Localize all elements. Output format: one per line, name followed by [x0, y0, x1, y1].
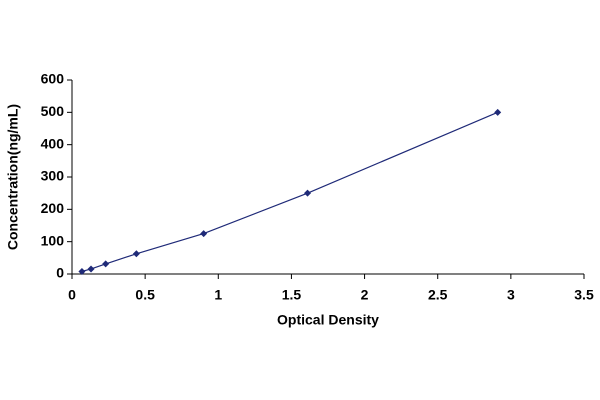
y-tick-label: 500: [41, 103, 65, 119]
x-tick-label: 1: [214, 287, 222, 303]
point: [102, 260, 110, 268]
x-tick-label: 3: [507, 287, 515, 303]
x-axis-label: Optical Density: [277, 312, 379, 328]
x-tick-label: 0: [68, 287, 76, 303]
y-tick-label: 400: [41, 135, 65, 151]
y-tick-label: 600: [41, 71, 65, 87]
y-tick-label: 0: [56, 265, 64, 281]
point: [304, 189, 312, 197]
y-tick-label: 200: [41, 200, 65, 216]
point: [494, 108, 502, 116]
x-tick-label: 1.5: [282, 287, 302, 303]
curve: [81, 111, 498, 273]
x-tick-label: 3.5: [574, 287, 594, 303]
point: [200, 230, 208, 238]
y-tick-label: 300: [41, 168, 65, 184]
x-tick-label: 2: [361, 287, 369, 303]
x-tick-label: 2.5: [428, 287, 448, 303]
point: [132, 250, 140, 258]
point: [78, 267, 86, 275]
x-tick-label: 0.5: [135, 287, 155, 303]
y-axis-label: Concentration(ng/mL): [5, 104, 21, 250]
point: [87, 265, 95, 273]
y-tick-label: 100: [41, 232, 65, 248]
